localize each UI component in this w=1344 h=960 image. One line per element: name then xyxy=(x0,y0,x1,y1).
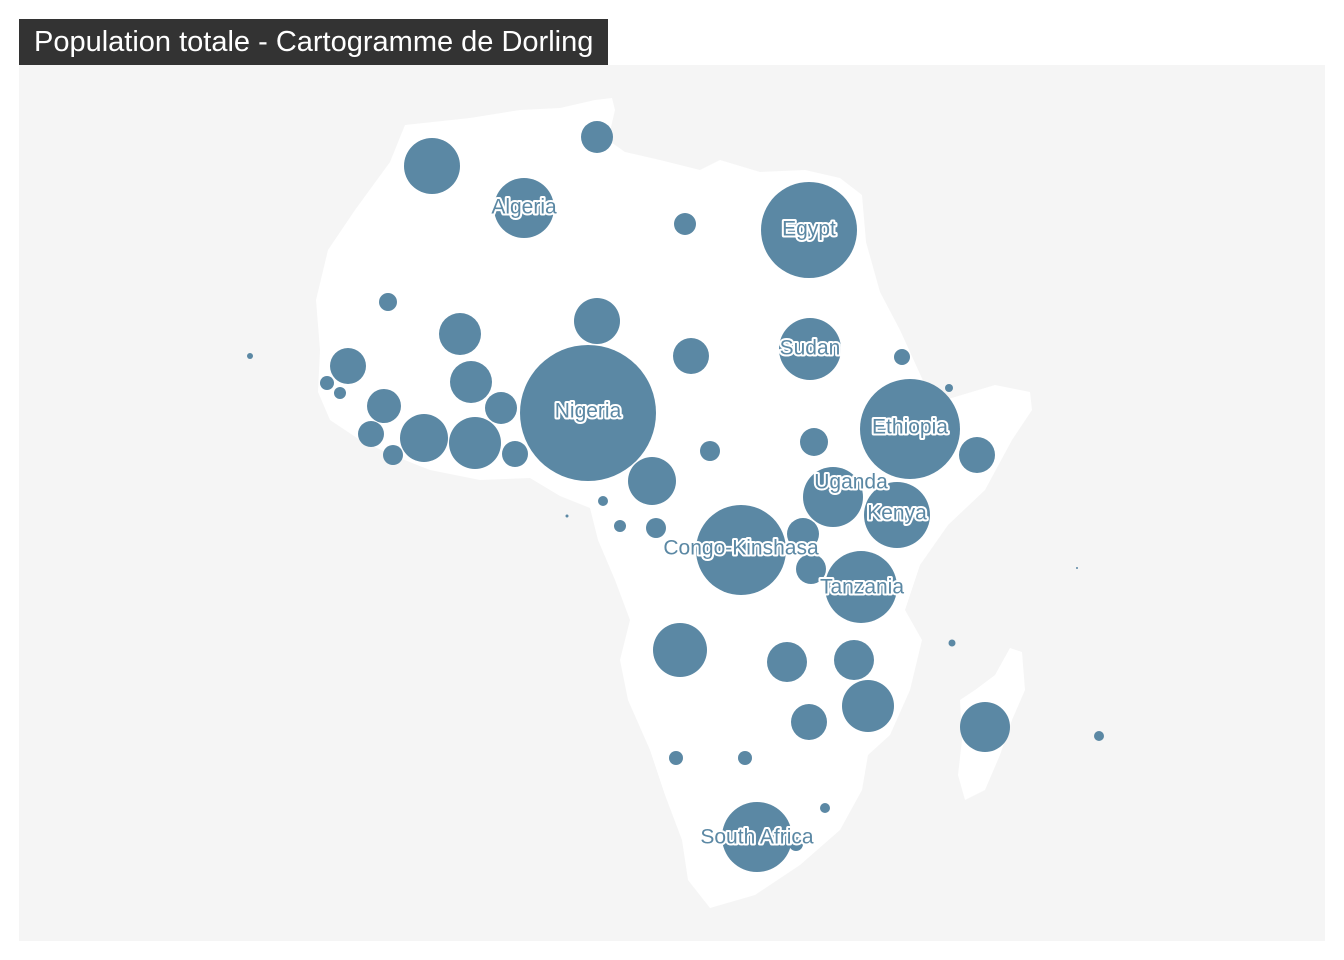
country-bubble-burundi xyxy=(796,554,826,584)
country-bubble-chad xyxy=(673,338,709,374)
country-bubble-namibia xyxy=(669,751,683,765)
country-bubble-mozambique xyxy=(842,680,894,732)
country-bubble-nigeria xyxy=(520,345,656,481)
country-bubble-cameroon xyxy=(628,457,676,505)
label-egypt: Egypt xyxy=(782,218,836,241)
country-bubble-malawi xyxy=(834,640,874,680)
country-bubble-guinea xyxy=(367,389,401,423)
country-bubble-niger xyxy=(574,298,620,344)
country-bubble-rwanda xyxy=(787,518,819,550)
country-bubble-libya xyxy=(674,213,696,235)
label-kenya: Kenya xyxy=(867,502,927,525)
label-layer: Algeria Egypt Sudan Nigeria Ethiopia Uga… xyxy=(489,194,950,851)
country-bubble-south-africa xyxy=(722,802,792,872)
country-bubble-cote-divoire xyxy=(400,414,448,462)
country-bubble-equatorial-guinea xyxy=(598,496,608,506)
map-title: Population totale - Cartogramme de Dorli… xyxy=(19,19,609,65)
country-bubble-madagascar xyxy=(960,702,1010,752)
label-uganda: Uganda xyxy=(814,471,888,494)
country-bubble-burkina-faso xyxy=(450,361,492,403)
country-bubble-eswatini xyxy=(820,803,830,813)
country-bubble-mauritius xyxy=(1094,731,1104,741)
country-bubble-togo xyxy=(502,441,528,467)
country-bubble-zambia xyxy=(767,642,807,682)
country-bubble-congo-kinshasa xyxy=(696,505,786,595)
country-bubble-benin xyxy=(485,392,517,424)
country-bubble-botswana xyxy=(738,751,752,765)
label-tanzania: Tanzania xyxy=(820,576,904,599)
country-bubble-uganda xyxy=(803,467,863,527)
country-bubble-liberia xyxy=(383,445,403,465)
country-bubble-tunisia xyxy=(581,121,613,153)
country-bubble-somalia xyxy=(959,437,995,473)
country-bubble-western-sahara xyxy=(379,293,397,311)
label-sudan: Sudan xyxy=(780,337,841,360)
country-bubble-sudan xyxy=(779,318,841,380)
country-bubble-mali xyxy=(439,313,481,355)
country-bubble-gabon xyxy=(614,520,626,532)
country-bubble-senegal xyxy=(330,348,366,384)
country-bubble-egypt xyxy=(761,182,857,278)
country-bubble-seychelles xyxy=(1076,567,1078,569)
country-bubble-ghana xyxy=(449,417,501,469)
label-nigeria: Nigeria xyxy=(555,400,622,423)
country-bubble-congo-brazzaville xyxy=(646,518,666,538)
country-bubble-morocco xyxy=(404,138,460,194)
country-bubble-kenya xyxy=(864,482,930,548)
country-bubble-ethiopia xyxy=(860,379,960,479)
country-bubble-algeria xyxy=(494,178,554,238)
country-bubble-tanzania xyxy=(825,551,897,623)
country-bubble-gambia xyxy=(320,376,334,390)
country-bubble-eritrea xyxy=(894,349,910,365)
label-algeria: Algeria xyxy=(491,196,557,219)
bubble-layer xyxy=(247,121,1104,872)
country-bubble-zimbabwe xyxy=(791,704,827,740)
label-ethiopia: Ethiopia xyxy=(872,416,948,439)
country-bubble-sao-tome xyxy=(565,514,569,518)
country-bubble-guinea-bissau xyxy=(334,387,346,399)
country-bubble-south-sudan xyxy=(800,428,828,456)
country-bubble-central-african-republic xyxy=(700,441,720,461)
country-bubble-sierra-leone xyxy=(358,421,384,447)
label-congo-kinshasa: Congo-Kinshasa xyxy=(663,537,819,560)
country-bubble-comoros xyxy=(948,639,956,647)
country-bubble-djibouti xyxy=(945,384,953,392)
country-bubble-angola xyxy=(653,623,707,677)
label-south-africa: South Africa xyxy=(700,826,814,849)
country-bubble-lesotho xyxy=(789,837,803,851)
country-bubble-cape-verde xyxy=(247,353,253,359)
